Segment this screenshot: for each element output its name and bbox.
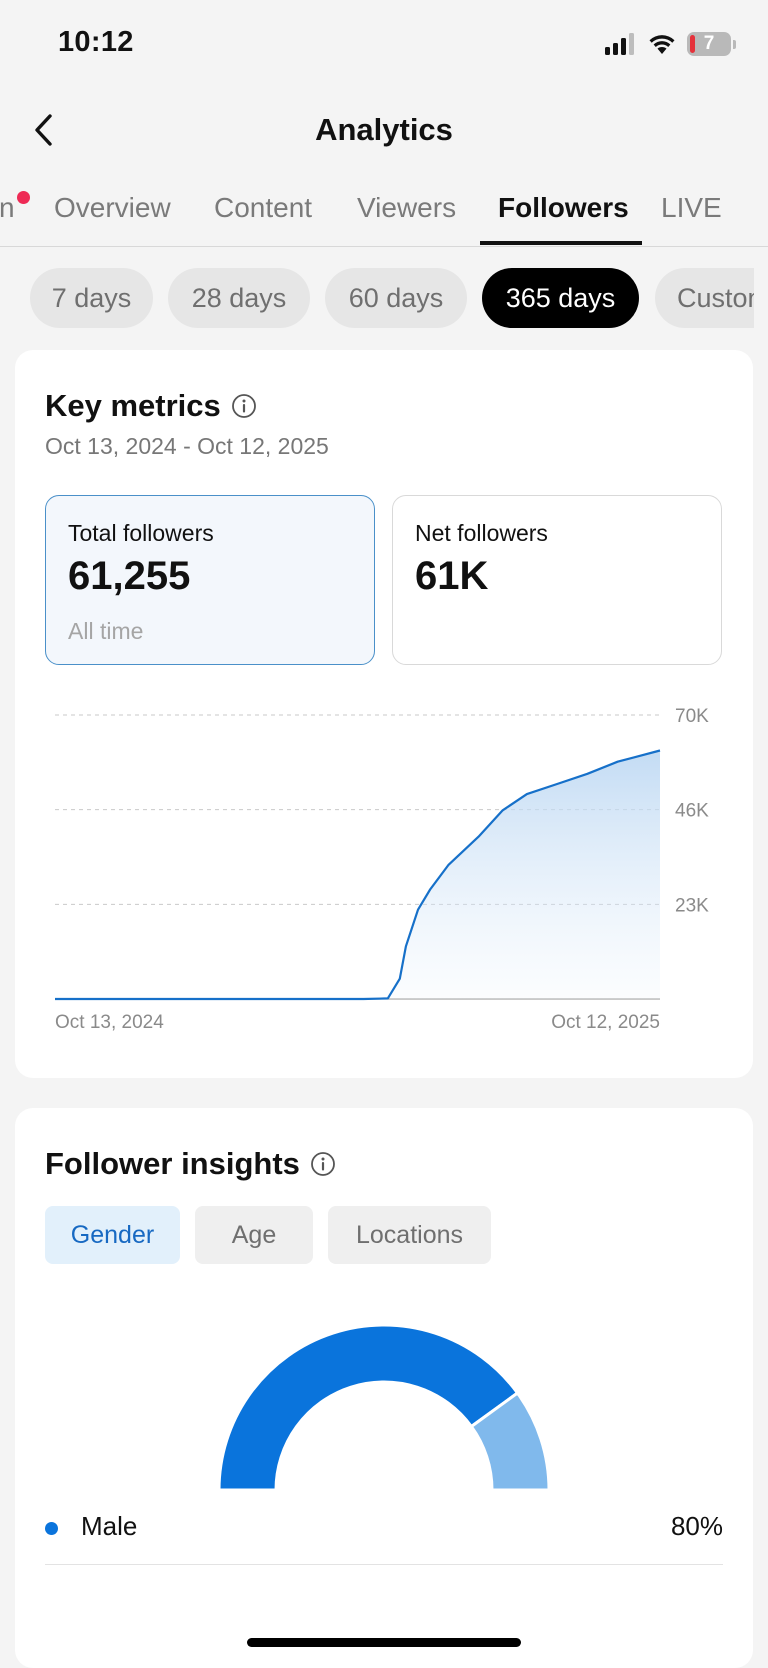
tab-age[interactable]: Age xyxy=(195,1206,313,1264)
battery-icon: 7 xyxy=(687,32,736,56)
tab-locations[interactable]: Locations xyxy=(328,1206,491,1264)
legend-dot xyxy=(45,1522,58,1535)
x-tick-label: Oct 13, 2024 xyxy=(55,1012,164,1033)
range-60-days[interactable]: 60 days xyxy=(325,268,467,328)
x-tick-label: Oct 12, 2025 xyxy=(551,1012,660,1033)
page-title: Analytics xyxy=(315,112,453,147)
home-indicator xyxy=(247,1638,521,1647)
followers-growth-chart: 70K 46K 23K Oct 13, 2024 Oct 12, 2025 xyxy=(55,706,709,1033)
status-icons: 7 xyxy=(605,32,736,56)
status-bar: 10:12 7 xyxy=(0,0,768,90)
cellular-signal-icon xyxy=(605,33,634,55)
battery-level: 7 xyxy=(703,33,715,54)
date-range-selector: 7 days 28 days 60 days 365 days Custom xyxy=(0,268,754,328)
metric-label: Total followers xyxy=(68,520,214,546)
gender-segment-0 xyxy=(217,1323,520,1492)
range-28-days[interactable]: 28 days xyxy=(168,268,310,328)
info-icon[interactable] xyxy=(231,393,257,419)
key-metrics-title: Key metrics xyxy=(45,388,221,423)
legend-item-male: Male 80% xyxy=(45,1508,723,1565)
follower-insights-title-row: Follower insights xyxy=(45,1146,336,1182)
info-icon[interactable] xyxy=(310,1151,336,1177)
key-metrics-title-row: Key metrics xyxy=(45,388,257,424)
tab-partial[interactable]: n xyxy=(0,192,15,223)
gender-segment-1 xyxy=(469,1390,551,1492)
notification-dot xyxy=(17,191,30,204)
y-tick-label: 46K xyxy=(675,801,709,822)
wifi-icon xyxy=(649,35,675,54)
metric-subtitle: All time xyxy=(68,618,144,644)
range-custom[interactable]: Custom xyxy=(655,268,754,328)
metric-label: Net followers xyxy=(415,520,548,546)
analytics-tabs: n Overview Content Viewers Followers LIV… xyxy=(0,178,768,247)
tab-viewers[interactable]: Viewers xyxy=(357,192,457,223)
net-followers-metric[interactable]: Net followers 61K xyxy=(392,495,722,665)
legend-label: Male xyxy=(81,1511,138,1541)
tab-content[interactable]: Content xyxy=(214,192,313,223)
gender-donut-chart xyxy=(217,1323,551,1492)
y-tick-label: 23K xyxy=(675,895,709,916)
range-7-days[interactable]: 7 days xyxy=(30,268,153,328)
follower-insights-card: Follower insights Gender Age Locations M… xyxy=(15,1108,753,1668)
metric-value: 61K xyxy=(415,554,489,598)
chart-area-fill xyxy=(55,750,660,999)
tab-followers[interactable]: Followers xyxy=(498,192,629,223)
legend-value: 80% xyxy=(670,1511,723,1541)
back-button[interactable] xyxy=(22,108,66,152)
date-range-label: Oct 13, 2024 - Oct 12, 2025 xyxy=(45,433,329,459)
tab-overview[interactable]: Overview xyxy=(54,192,171,223)
status-time: 10:12 xyxy=(58,26,134,58)
follower-insights-title: Follower insights xyxy=(45,1146,300,1181)
metric-value: 61,255 xyxy=(68,554,191,598)
tab-gender[interactable]: Gender xyxy=(45,1206,180,1264)
chart-series-line xyxy=(55,749,661,1001)
y-tick-label: 70K xyxy=(675,706,709,727)
header: Analytics xyxy=(0,90,768,170)
key-metrics-card: Key metrics Oct 13, 2024 - Oct 12, 2025 … xyxy=(15,350,753,1078)
chevron-left-icon xyxy=(35,114,52,146)
active-tab-indicator xyxy=(480,241,642,245)
tab-live[interactable]: LIVE xyxy=(661,192,722,223)
range-365-days[interactable]: 365 days xyxy=(482,268,639,328)
total-followers-metric[interactable]: Total followers 61,255 All time xyxy=(45,495,375,665)
